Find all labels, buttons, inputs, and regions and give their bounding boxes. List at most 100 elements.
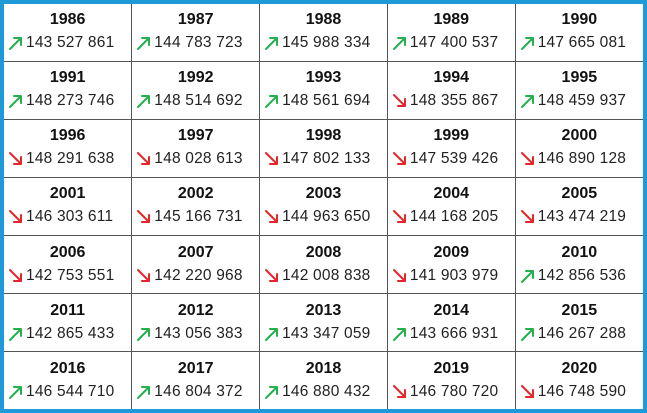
population-number: 147 400 537 xyxy=(409,34,499,52)
population-value: 146 544 710 xyxy=(4,380,131,404)
year-cell: 2008 142 008 838 xyxy=(259,234,388,295)
population-value: 148 459 937 xyxy=(516,89,643,113)
population-value: 143 666 931 xyxy=(388,322,515,346)
year-label: 1992 xyxy=(177,69,214,87)
population-value: 148 273 746 xyxy=(4,89,131,113)
population-number: 144 168 205 xyxy=(409,208,499,226)
trend-down-arrow xyxy=(392,94,406,108)
population-value: 147 665 081 xyxy=(516,31,643,55)
year-cell: 1995 148 459 937 xyxy=(514,60,643,120)
trend-up-arrow xyxy=(137,327,151,341)
year-cell: 2019 146 780 720 xyxy=(386,351,516,409)
year-cell: 2007 142 220 968 xyxy=(131,234,261,295)
table-row: 2001 146 303 611 2002 145 166 731 2003 144 96… xyxy=(4,176,643,237)
population-number: 148 459 937 xyxy=(537,92,627,110)
year-cell: 2006 142 753 551 xyxy=(4,234,133,295)
population-number: 147 539 426 xyxy=(409,150,499,168)
year-cell: 1999 147 539 426 xyxy=(386,118,516,178)
trend-down-arrow xyxy=(9,268,22,282)
year-label: 1991 xyxy=(49,69,86,87)
population-number: 146 303 611 xyxy=(26,208,114,226)
population-number: 148 028 613 xyxy=(154,150,243,168)
year-label: 2019 xyxy=(433,359,470,377)
year-label: 1986 xyxy=(49,11,86,29)
population-value: 142 220 968 xyxy=(132,264,259,288)
table-row: 2006 142 753 551 2007 142 220 968 2008 142 00… xyxy=(4,234,643,295)
year-cell: 2015 146 267 288 xyxy=(514,293,643,353)
table-row: 2011 142 865 433 2012 143 056 383 2013 143 34… xyxy=(4,293,643,353)
population-number: 148 355 867 xyxy=(409,92,499,110)
trend-up-arrow xyxy=(137,95,151,109)
population-number: 148 273 746 xyxy=(26,92,115,110)
year-cell: 1990 147 665 081 xyxy=(514,4,643,62)
year-cell: 1992 148 514 692 xyxy=(131,60,261,120)
trend-up-arrow xyxy=(9,37,22,51)
year-cell: 1997 148 028 613 xyxy=(131,118,261,178)
population-number: 146 880 432 xyxy=(282,382,371,400)
year-label: 2018 xyxy=(305,359,342,377)
trend-up-arrow xyxy=(392,327,406,341)
population-value: 148 514 692 xyxy=(132,89,259,113)
population-value: 142 008 838 xyxy=(260,264,387,288)
population-number: 142 753 551 xyxy=(26,266,115,284)
trend-up-arrow xyxy=(520,327,534,341)
trend-up-arrow xyxy=(265,327,279,341)
population-number: 147 665 081 xyxy=(537,34,627,52)
population-table: 1986 143 527 861 1987 144 783 723 1988 145 98… xyxy=(4,4,643,409)
population-number: 143 347 059 xyxy=(282,324,371,342)
year-label: 2000 xyxy=(561,127,598,145)
population-number: 143 474 219 xyxy=(537,208,627,226)
trend-up-arrow xyxy=(9,327,22,341)
population-value: 144 168 205 xyxy=(388,205,515,229)
year-label: 1997 xyxy=(177,127,214,145)
year-cell: 1993 148 561 694 xyxy=(259,60,388,120)
population-number: 148 561 694 xyxy=(282,92,371,110)
population-number: 145 166 731 xyxy=(154,208,243,226)
population-number: 148 514 692 xyxy=(154,92,243,110)
year-label: 2002 xyxy=(177,185,214,203)
trend-down-arrow xyxy=(265,268,279,282)
year-label: 2015 xyxy=(561,301,598,319)
year-label: 2011 xyxy=(50,301,85,319)
population-number: 142 220 968 xyxy=(154,266,243,284)
year-label: 1996 xyxy=(49,127,86,145)
trend-down-arrow xyxy=(520,210,534,224)
trend-down-arrow xyxy=(392,268,406,282)
year-cell: 2018 146 880 432 xyxy=(259,351,388,409)
year-cell: 2000 146 890 128 xyxy=(514,118,643,178)
population-value: 141 903 979 xyxy=(388,264,515,288)
population-number: 142 008 838 xyxy=(282,266,371,284)
year-cell: 2020 146 748 590 xyxy=(514,351,643,409)
population-value: 145 988 334 xyxy=(260,31,387,55)
population-number: 146 804 372 xyxy=(154,382,243,400)
trend-up-arrow xyxy=(520,37,534,51)
population-value: 148 291 638 xyxy=(4,147,131,171)
trend-down-arrow xyxy=(137,210,151,224)
table-row: 1986 143 527 861 1987 144 783 723 1988 145 98… xyxy=(4,4,643,62)
population-value: 144 963 650 xyxy=(260,205,387,229)
population-value: 142 865 433 xyxy=(4,322,131,346)
year-label: 1990 xyxy=(561,11,598,29)
population-value: 147 539 426 xyxy=(388,147,515,171)
year-label: 2008 xyxy=(305,243,342,261)
trend-down-arrow xyxy=(137,268,151,282)
population-number: 144 963 650 xyxy=(282,208,371,226)
trend-up-arrow xyxy=(9,95,22,109)
year-cell: 1986 143 527 861 xyxy=(4,4,133,62)
year-label: 1998 xyxy=(305,127,342,145)
year-cell: 1994 148 355 867 xyxy=(386,60,516,120)
population-value: 146 780 720 xyxy=(388,380,515,404)
population-value: 144 783 723 xyxy=(132,31,259,55)
population-number: 144 783 723 xyxy=(154,34,243,52)
year-cell: 2009 141 903 979 xyxy=(386,234,516,295)
year-label: 2017 xyxy=(177,359,214,377)
year-cell: 1991 148 273 746 xyxy=(4,60,133,120)
year-label: 2006 xyxy=(49,243,86,261)
population-number: 146 890 128 xyxy=(537,150,627,168)
population-number: 141 903 979 xyxy=(409,266,499,284)
trend-down-arrow xyxy=(137,152,151,166)
table-row: 1991 148 273 746 1992 148 514 692 1993 148 56… xyxy=(4,60,643,120)
year-label: 1988 xyxy=(305,11,342,29)
population-value: 146 748 590 xyxy=(516,380,643,404)
